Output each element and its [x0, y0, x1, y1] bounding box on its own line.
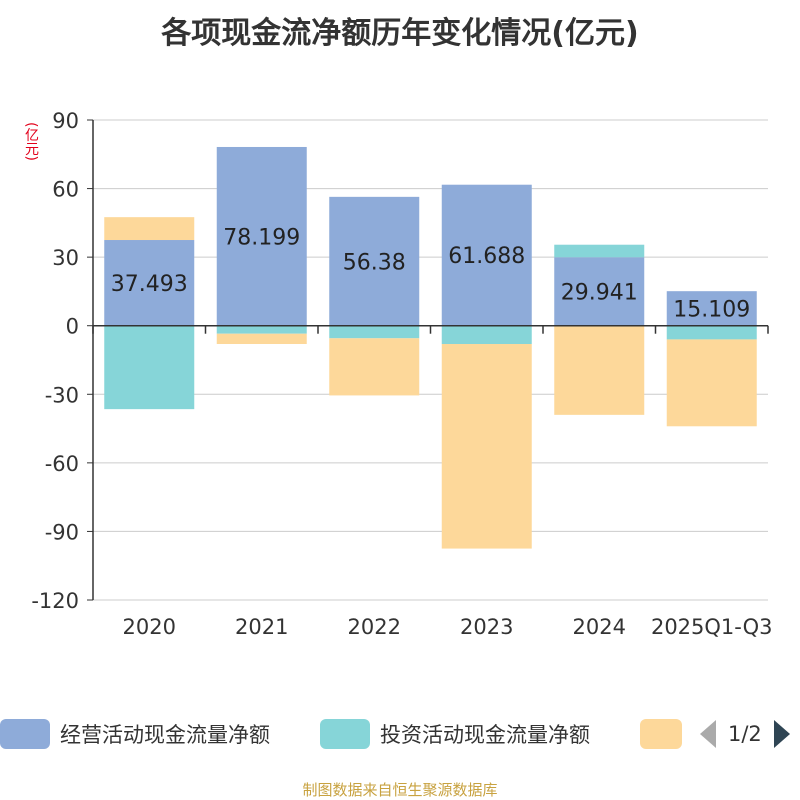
legend-page-indicator: 1/2 [728, 722, 762, 746]
y-axis-unit-label: (亿元) [23, 122, 39, 161]
bar-series1-2023 [441, 325, 532, 344]
x-tick-label: 2025Q1-Q3 [651, 615, 773, 639]
y-tick-label: 0 [66, 315, 79, 339]
bar-series1-2024 [554, 244, 645, 258]
data-label: 56.38 [343, 250, 406, 275]
legend-swatch-investing [320, 719, 370, 749]
legend-pager: 1/2 [700, 716, 790, 752]
chart-title: 各项现金流净额历年变化情况(亿元) [161, 16, 639, 51]
bar-series2-2024 [554, 325, 645, 415]
x-tick-label: 2021 [235, 615, 288, 639]
y-tick-label: -90 [45, 520, 79, 544]
y-tick-label: -60 [45, 452, 79, 476]
data-label: 78.199 [223, 225, 300, 250]
legend-label-operating: 经营活动现金流量净额 [60, 723, 270, 747]
x-tick-label: 2024 [573, 615, 626, 639]
bar-series1-2021 [216, 325, 307, 334]
legend-item-financing[interactable] [640, 716, 692, 752]
legend-swatch-financing [640, 719, 682, 749]
y-tick-label: -120 [31, 589, 79, 613]
x-tick-label: 2020 [123, 615, 176, 639]
x-tick-label: 2023 [460, 615, 513, 639]
data-source-footer: 制图数据来自恒生聚源数据库 [302, 781, 498, 799]
bar-series0-2025Q1-Q3 [666, 291, 757, 326]
y-tick-label: 90 [52, 109, 79, 133]
y-tick-label: 60 [52, 178, 79, 202]
bar-series1-2020 [104, 325, 195, 410]
bar-series1-2022 [329, 325, 420, 339]
bar-series2-2025Q1-Q3 [666, 339, 757, 427]
legend-item-investing[interactable]: 投资活动现金流量净额 [320, 716, 590, 752]
bar-series0-2023 [441, 184, 532, 326]
legend-item-operating[interactable]: 经营活动现金流量净额 [0, 716, 270, 752]
data-label: 29.941 [561, 280, 638, 305]
bar-chart: 90 60 30 0 -30 -60 -90 -120 2020 2021 2022 2023 2024… [31, 109, 773, 639]
bar-series2-2021 [216, 333, 307, 344]
legend-prev-page-icon[interactable] [700, 720, 716, 748]
legend-next-page-icon[interactable] [773, 720, 790, 748]
bar-series0-2024 [554, 257, 645, 326]
x-tick-label: 2022 [348, 615, 401, 639]
legend-swatch-operating [0, 719, 50, 749]
legend-label-investing: 投资活动现金流量净额 [380, 723, 590, 747]
bar-series2-2020 [104, 217, 195, 241]
data-label: 61.688 [448, 244, 525, 269]
legend: 经营活动现金流量净额 投资活动现金流量净额 1/2 [0, 716, 800, 752]
bar-series0-2020 [104, 240, 195, 326]
bar-series2-2023 [441, 344, 532, 549]
data-label: 15.109 [673, 297, 750, 322]
y-tick-label: 30 [52, 246, 79, 270]
bar-series0-2021 [216, 146, 307, 326]
bar-series1-2025Q1-Q3 [666, 325, 757, 340]
bar-series2-2022 [329, 338, 420, 396]
bar-series0-2022 [329, 196, 420, 326]
data-label: 37.493 [111, 272, 188, 297]
y-tick-label: -30 [45, 383, 79, 407]
